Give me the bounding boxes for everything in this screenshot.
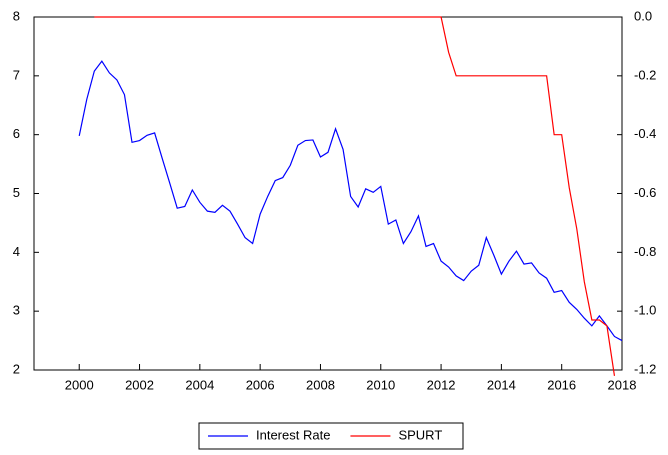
x-tick-label: 2018	[608, 377, 637, 392]
x-tick-label: 2014	[487, 377, 516, 392]
legend-label: SPURT	[398, 427, 442, 442]
y-tick-label: 3	[13, 303, 20, 318]
plot-frame	[33, 16, 623, 371]
y-tick-label: 4	[13, 244, 20, 259]
y2-tick-label: 0.0	[634, 8, 652, 23]
y2-tick-label: -0.4	[634, 126, 656, 141]
y-tick-label: 7	[13, 67, 20, 82]
x-tick-label: 2004	[185, 377, 214, 392]
y-tick-label: 6	[13, 126, 20, 141]
x-tick-label: 2008	[306, 377, 335, 392]
y2-tick-label: -1.2	[634, 361, 656, 376]
series-line	[78, 60, 623, 342]
x-tick-label: 2012	[427, 377, 456, 392]
series-line	[94, 16, 616, 376]
y-tick-label: 5	[13, 185, 20, 200]
y2-tick-label: -0.2	[634, 67, 656, 82]
y-tick-label: 2	[13, 361, 20, 376]
x-tick-label: 2006	[246, 377, 275, 392]
x-tick-label: 2002	[125, 377, 154, 392]
y-tick-label: 8	[13, 8, 20, 23]
x-tick-label: 2016	[547, 377, 576, 392]
y2-tick-label: -1.0	[634, 303, 656, 318]
y2-tick-label: -0.8	[634, 244, 656, 259]
legend-label: Interest Rate	[256, 427, 330, 442]
y2-tick-label: -0.6	[634, 185, 656, 200]
x-tick-label: 2010	[366, 377, 395, 392]
x-tick-label: 2000	[65, 377, 94, 392]
